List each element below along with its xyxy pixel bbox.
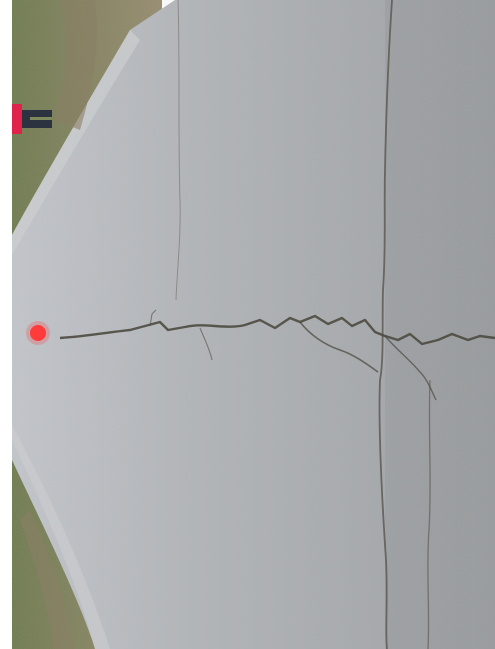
crack-branch-4 <box>149 309 157 327</box>
person-shirt <box>12 104 22 134</box>
crack-branch-2 <box>384 335 437 401</box>
dirt-patch-bottom <box>20 510 75 649</box>
red-marker-glow <box>26 321 50 345</box>
transverse-crack-right <box>427 379 431 649</box>
photo-border <box>0 0 12 649</box>
crack-branch-1 <box>299 321 379 373</box>
transverse-crack-faint <box>175 0 181 301</box>
asphalt-texture <box>12 0 495 649</box>
crack-branch-3 <box>199 327 213 361</box>
person-legs-gap <box>30 117 52 120</box>
longitudinal-crack <box>59 314 495 346</box>
person <box>12 104 52 134</box>
red-marker <box>30 325 46 341</box>
dirt-patch-top <box>55 0 97 130</box>
